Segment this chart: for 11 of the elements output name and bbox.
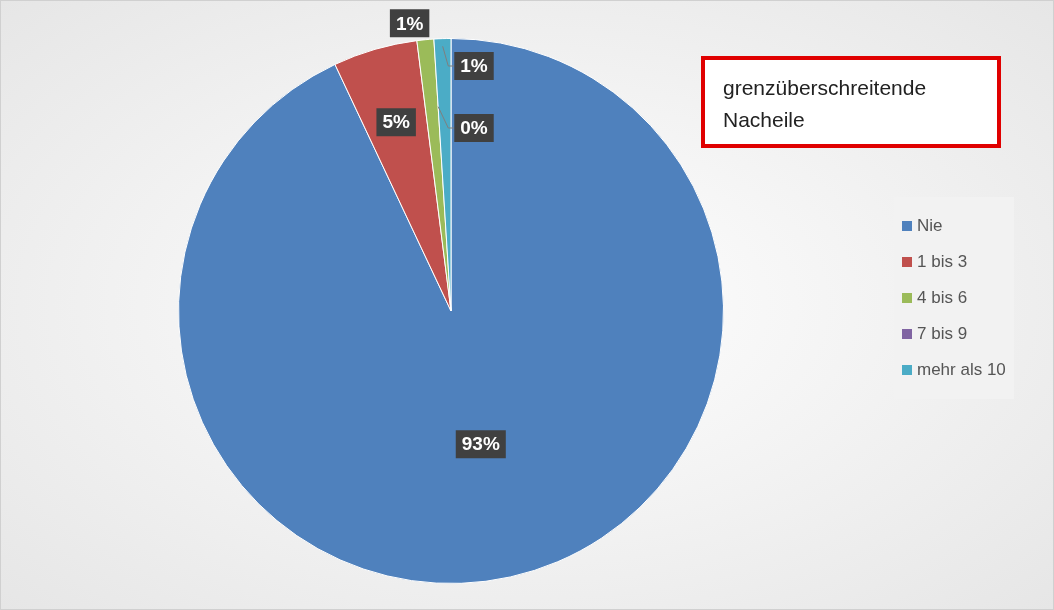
legend-label: 1 bis 3	[916, 251, 969, 273]
legend-label: mehr als 10	[916, 359, 1006, 381]
data-label: 1%	[395, 12, 424, 34]
data-label: 5%	[382, 111, 410, 133]
text: 0%	[460, 117, 488, 139]
data-label: 1%	[460, 55, 488, 77]
text: grenzüberschreitende Nacheile	[701, 56, 1001, 148]
data-label: 93%	[461, 433, 500, 455]
legend-label: 4 bis 6	[916, 287, 969, 309]
slice-label: Nie	[916, 215, 944, 237]
legend-label: 7 bis 9	[916, 323, 969, 345]
